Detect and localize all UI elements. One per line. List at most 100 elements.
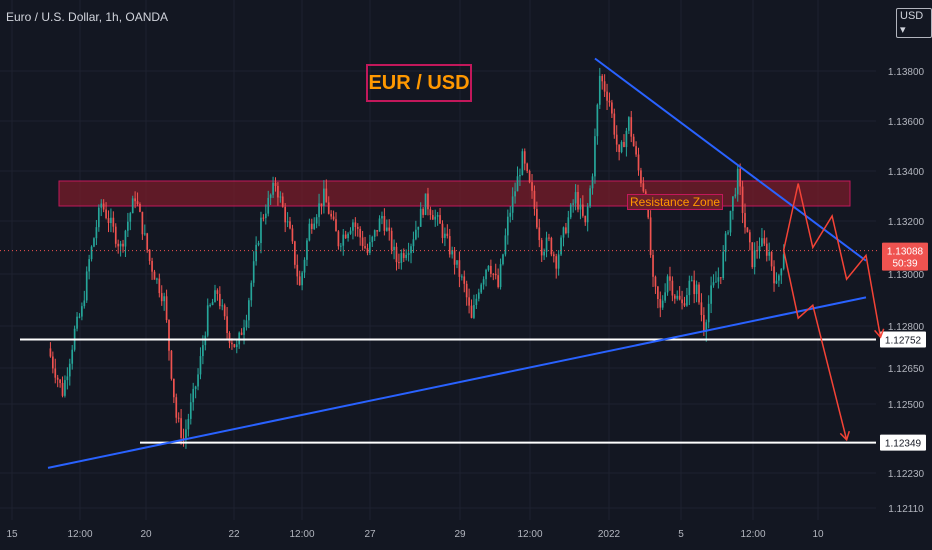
candle-body xyxy=(453,250,456,265)
candle-body xyxy=(252,261,255,283)
candle-body xyxy=(400,253,403,263)
candle-body xyxy=(647,203,650,218)
candle-body xyxy=(390,230,393,251)
candle-body xyxy=(640,170,642,184)
candle-body xyxy=(637,154,640,171)
candle-body xyxy=(439,215,441,224)
candle-body xyxy=(243,327,245,335)
candle-body xyxy=(545,237,548,252)
candle-body xyxy=(659,299,662,308)
time-axis[interactable]: 15 12:00 20 22 12:00 27 29 12:00 2022 5 12:00 10 xyxy=(6,529,824,540)
candle-body xyxy=(739,168,742,187)
candle-body xyxy=(417,226,420,230)
candle-body xyxy=(465,283,468,298)
candle-body xyxy=(485,269,487,280)
candle-body xyxy=(705,322,708,333)
candle-body xyxy=(533,190,536,209)
candle-body xyxy=(342,234,345,246)
candle-body xyxy=(630,117,633,137)
candle-body xyxy=(458,260,461,277)
candle-body xyxy=(751,242,754,268)
x-tick-label: 5 xyxy=(678,529,684,540)
candle-body xyxy=(606,91,608,101)
candle-body xyxy=(56,377,59,380)
candle-body xyxy=(429,209,432,216)
trendline[interactable] xyxy=(594,57,867,262)
candle-body xyxy=(383,216,386,231)
candle-body xyxy=(313,223,316,229)
candle-body xyxy=(719,277,722,279)
candle-body xyxy=(502,254,504,265)
candle-body xyxy=(279,196,282,198)
candle-body xyxy=(332,216,335,220)
candle-body xyxy=(555,256,558,269)
candle-body xyxy=(148,249,151,261)
candle-body xyxy=(620,142,623,153)
candle-body xyxy=(248,300,250,321)
chart-title-box[interactable]: EUR / USD xyxy=(366,64,472,102)
currency-selector[interactable]: USD ▾ xyxy=(896,8,932,38)
candle-body xyxy=(560,237,562,255)
x-tick-label: 2022 xyxy=(598,529,621,540)
candle-body xyxy=(422,208,424,215)
candle-body xyxy=(235,344,238,348)
candle-body xyxy=(136,201,139,205)
y-tick-label: 1.13800 xyxy=(888,67,925,78)
candle-body xyxy=(153,271,156,280)
candle-body xyxy=(172,378,175,398)
candle-body xyxy=(318,203,320,218)
candle-body xyxy=(589,188,591,207)
candle-body xyxy=(112,217,115,227)
candle-body xyxy=(231,342,233,345)
candle-body xyxy=(49,348,52,357)
candle-body xyxy=(448,236,451,255)
candle-body xyxy=(611,102,613,114)
candle-body xyxy=(402,253,405,258)
candle-body xyxy=(298,276,301,286)
support-level-value: 1.12349 xyxy=(885,439,922,450)
candle-body xyxy=(320,203,323,206)
candle-body xyxy=(434,216,437,220)
candle-body xyxy=(209,305,211,307)
candle-body xyxy=(695,284,698,295)
x-tick-label: 15 xyxy=(6,529,18,540)
candle-body xyxy=(451,250,454,255)
candle-body xyxy=(460,276,463,278)
projection-path[interactable] xyxy=(782,183,882,338)
projection-path-alt[interactable] xyxy=(782,249,848,440)
candle-body xyxy=(352,222,354,231)
candle-body xyxy=(64,380,66,396)
candle-body xyxy=(124,230,127,247)
x-tick-label: 10 xyxy=(812,529,824,540)
candle-body xyxy=(373,230,376,237)
candle-body xyxy=(756,250,758,252)
candle-body xyxy=(494,273,497,276)
candle-body xyxy=(359,228,362,238)
candle-body xyxy=(497,275,499,287)
candle-body xyxy=(717,277,720,282)
candle-body xyxy=(160,293,163,302)
candle-body xyxy=(683,303,686,306)
candle-body xyxy=(291,228,294,242)
y-tick-label: 1.12230 xyxy=(888,469,925,480)
candle-body xyxy=(446,233,449,237)
projection-arrows xyxy=(782,183,885,442)
candle-body xyxy=(441,223,444,238)
candle-body xyxy=(100,203,103,208)
candle-body xyxy=(395,246,398,263)
resistance-zone[interactable] xyxy=(58,180,851,207)
candle-body xyxy=(415,229,417,240)
candle-body xyxy=(521,151,524,175)
candle-body xyxy=(323,188,325,206)
candle-body xyxy=(131,198,134,214)
candle-body xyxy=(664,292,666,301)
candle-body xyxy=(168,320,170,351)
candle-body xyxy=(577,192,579,210)
trendline[interactable] xyxy=(47,296,867,469)
candle-body xyxy=(673,295,676,299)
candle-body xyxy=(649,217,652,255)
price-axis[interactable]: 1.13800 1.13600 1.13400 1.13200 1.13000 1.128… xyxy=(888,67,925,515)
candle-body xyxy=(134,198,136,202)
candle-body xyxy=(618,144,620,153)
